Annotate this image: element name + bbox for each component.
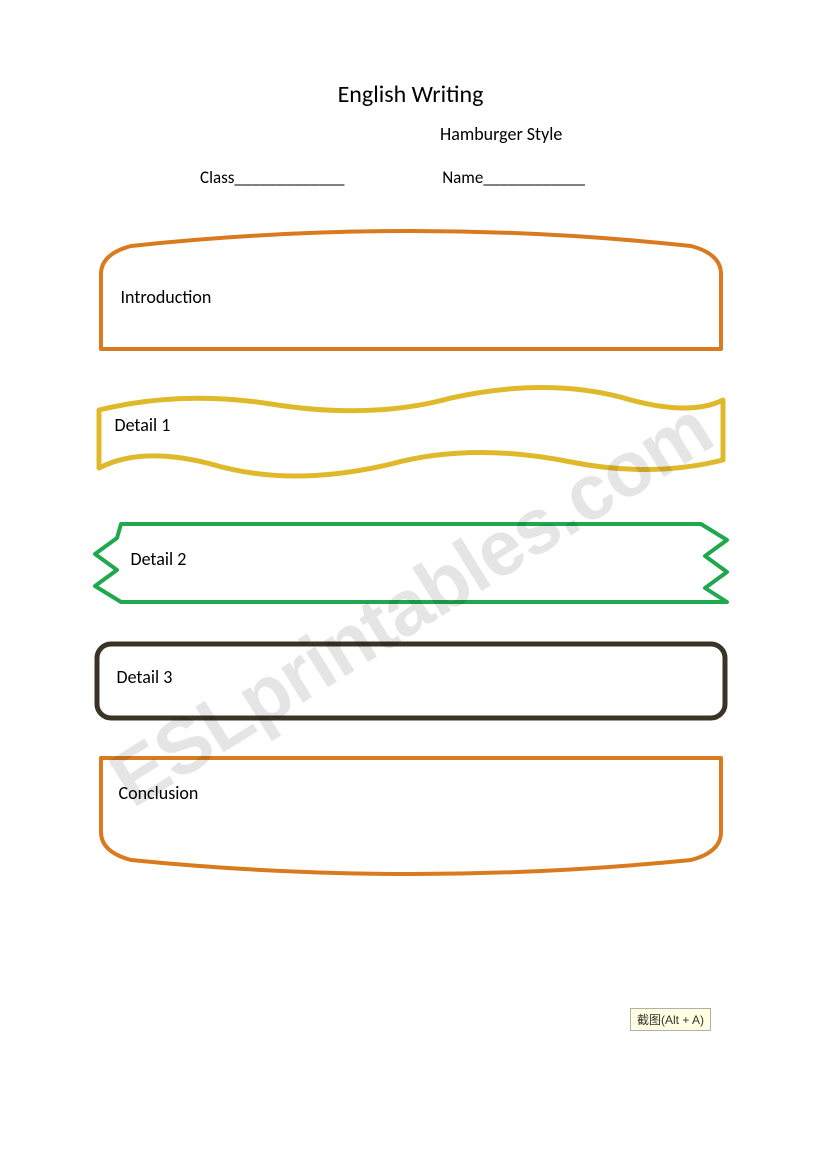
page-title: English Writing xyxy=(90,80,731,109)
class-blank[interactable]: _____________ xyxy=(234,167,344,188)
hamburger-stack: Introduction Detail 1 Detail 2 Detail 3 xyxy=(91,224,731,882)
layer-conclusion: Conclusion xyxy=(91,752,731,882)
detail1-label: Detail 1 xyxy=(115,414,171,436)
lettuce-icon xyxy=(91,510,731,610)
detail2-label: Detail 2 xyxy=(131,548,187,570)
layer-detail3: Detail 3 xyxy=(91,638,731,724)
worksheet-page: English Writing Hamburger Style Class___… xyxy=(0,0,821,970)
layer-detail2: Detail 2 xyxy=(91,510,731,610)
introduction-label: Introduction xyxy=(121,286,212,308)
class-label: Class xyxy=(200,167,234,188)
conclusion-label: Conclusion xyxy=(119,782,199,804)
name-blank[interactable]: ____________ xyxy=(483,167,585,188)
layer-introduction: Introduction xyxy=(91,224,731,354)
screenshot-tooltip: 截图(Alt + A) xyxy=(630,1008,711,1031)
patty-icon xyxy=(91,638,731,724)
bun-bottom-icon xyxy=(91,752,731,882)
layer-detail1: Detail 1 xyxy=(91,382,731,482)
form-line: Class_____________ Name____________ xyxy=(90,167,731,188)
detail3-label: Detail 3 xyxy=(117,666,173,688)
name-label: Name xyxy=(442,167,483,188)
page-subtitle: Hamburger Style xyxy=(90,123,731,145)
cheese-icon xyxy=(91,382,731,482)
